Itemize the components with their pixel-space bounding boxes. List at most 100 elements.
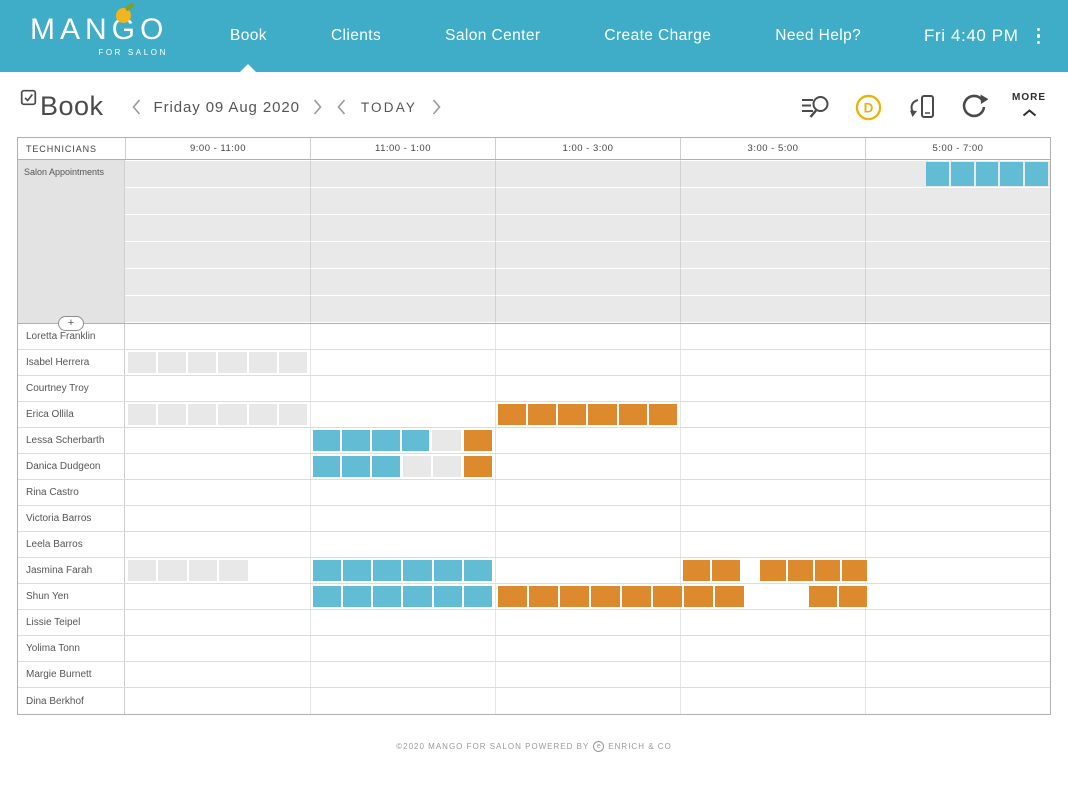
appointment-block-orange[interactable] (497, 404, 678, 425)
nav-label: Book (230, 27, 267, 44)
salon-stripe[interactable] (125, 215, 1050, 241)
today-button[interactable]: TODAY (360, 99, 418, 115)
technician-row: Isabel Herrera (18, 350, 1050, 376)
salon-stripe[interactable] (125, 242, 1050, 268)
more-button[interactable]: MORE (1012, 92, 1046, 122)
mango-fruit-icon (116, 8, 131, 23)
today-prev-icon[interactable] (335, 97, 348, 117)
time-slot-header: 3:00 - 5:00 (680, 138, 865, 159)
appointment-block-gray[interactable] (402, 456, 461, 477)
toolbar-tools: D MORE (799, 92, 1046, 122)
technician-timeline[interactable] (125, 324, 1050, 349)
appointment-block-orange[interactable] (463, 430, 493, 451)
technician-timeline[interactable] (125, 402, 1050, 427)
technician-name: Danica Dudgeon (18, 454, 125, 479)
more-label: MORE (1012, 92, 1046, 103)
appointment-block-gray[interactable] (127, 560, 249, 581)
column-gridlines (125, 480, 1050, 505)
nav-need-help-[interactable]: Need Help? (775, 0, 861, 72)
nav-label: Salon Center (445, 27, 541, 44)
current-date-label[interactable]: Friday 09 Aug 2020 (153, 98, 300, 116)
salon-stripe[interactable] (125, 296, 1050, 322)
appointment-block-orange[interactable] (808, 586, 867, 607)
page-footer: ©2020 MANGO FOR SALON POWERED BY e ENRIC… (0, 741, 1068, 752)
salon-appointments-timeline[interactable] (125, 160, 1050, 323)
column-gridlines (125, 324, 1050, 349)
app-header: MANGO FOR SALON Book Clients Salon Center C… (0, 0, 1068, 72)
column-gridlines (125, 688, 1050, 714)
technician-name: Shun Yen (18, 584, 125, 609)
card-reader-charge-icon[interactable] (906, 93, 936, 121)
svg-text:D: D (864, 100, 874, 115)
technician-timeline[interactable] (125, 480, 1050, 505)
column-gridlines (125, 662, 1050, 687)
technician-timeline[interactable] (125, 636, 1050, 661)
appointment-block-teal[interactable] (312, 456, 400, 477)
appointment-block-orange[interactable] (463, 456, 493, 477)
nav-salon-center[interactable]: Salon Center (445, 0, 540, 72)
technician-name: Lissie Teipel (18, 610, 125, 635)
salon-stripe[interactable] (125, 188, 1050, 214)
technician-timeline[interactable] (125, 584, 1050, 609)
nav-create-charge[interactable]: Create Charge (604, 0, 711, 72)
prev-day-icon[interactable] (130, 97, 143, 117)
appointment-block-teal[interactable] (312, 586, 493, 607)
technician-name: Dina Berkhof (18, 688, 125, 714)
nav-book[interactable]: Book (230, 0, 267, 72)
technician-row: Yolima Tonn (18, 636, 1050, 662)
technician-timeline[interactable] (125, 454, 1050, 479)
time-slot-header: 11:00 - 1:00 (310, 138, 495, 159)
nav-clients[interactable]: Clients (331, 0, 381, 72)
appointment-block-orange[interactable] (682, 560, 741, 581)
technician-row: Loretta Franklin (18, 324, 1050, 350)
technician-timeline[interactable] (125, 350, 1050, 375)
column-gridlines (125, 636, 1050, 661)
technician-row: Lissie Teipel (18, 610, 1050, 636)
appointment-block-gray[interactable] (127, 352, 308, 373)
technician-timeline[interactable] (125, 506, 1050, 531)
appointment-block-teal[interactable] (926, 162, 1049, 186)
technicians-column-header: TECHNICIANS (26, 143, 97, 154)
technician-name: Rina Castro (18, 480, 125, 505)
technician-row: Danica Dudgeon (18, 454, 1050, 480)
column-gridlines (125, 532, 1050, 557)
technician-name: Lessa Scherbarth (18, 428, 125, 453)
refresh-icon[interactable] (960, 93, 988, 121)
salon-appointments-section: Salon Appointments + (18, 160, 1050, 331)
technician-timeline[interactable] (125, 610, 1050, 635)
overflow-menu-icon[interactable] (1033, 24, 1045, 49)
appointment-block-teal[interactable] (312, 560, 493, 581)
technician-name: Leela Barros (18, 532, 125, 557)
technician-row: Victoria Barros (18, 506, 1050, 532)
appointment-block-orange[interactable] (497, 586, 744, 607)
appointment-block-gray[interactable] (127, 404, 308, 425)
appointment-block-orange[interactable] (760, 560, 867, 581)
appointment-block-gray[interactable] (432, 430, 461, 451)
technician-row: Lessa Scherbarth (18, 428, 1050, 454)
time-slot-header: 1:00 - 3:00 (495, 138, 680, 159)
technician-row: Dina Berkhof (18, 688, 1050, 714)
salon-stripe[interactable] (125, 161, 1050, 187)
technician-timeline[interactable] (125, 532, 1050, 557)
technician-name: Victoria Barros (18, 506, 125, 531)
column-gridlines (125, 610, 1050, 635)
add-appointment-button[interactable]: + (58, 316, 84, 331)
footer-copyright: ©2020 MANGO FOR SALON POWERED BY (396, 742, 590, 751)
checkbox-check-icon (20, 89, 37, 111)
appointment-search-icon[interactable] (799, 93, 831, 121)
technician-timeline[interactable] (125, 558, 1050, 583)
today-next-icon[interactable] (430, 97, 443, 117)
technician-timeline[interactable] (125, 688, 1050, 714)
salon-stripe[interactable] (125, 269, 1050, 295)
technician-timeline[interactable] (125, 376, 1050, 401)
technician-timeline[interactable] (125, 428, 1050, 453)
page-title-wrap: Book (20, 89, 104, 122)
time-slot-header: 5:00 - 7:00 (865, 138, 1050, 159)
logo-wordmark: MANGO (30, 13, 169, 46)
appointment-block-teal[interactable] (312, 430, 430, 451)
technician-timeline[interactable] (125, 662, 1050, 687)
nav-label: Clients (330, 27, 382, 44)
technician-rows: Loretta Franklin Isabel Herrera Courtney T… (18, 324, 1050, 714)
next-day-icon[interactable] (311, 97, 324, 117)
deals-d-icon[interactable]: D (855, 94, 882, 121)
